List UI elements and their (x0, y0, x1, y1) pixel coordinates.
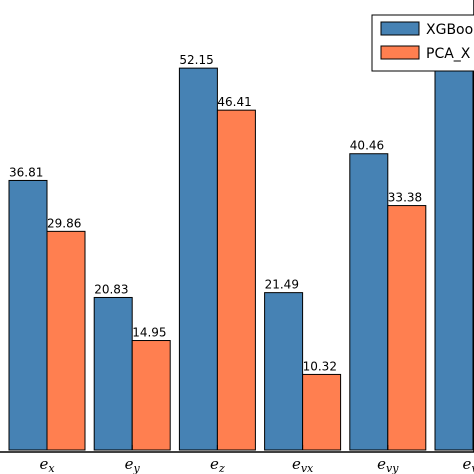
bar-s1-6 (434, 32, 474, 451)
legend-label-2: PCA_X (426, 46, 471, 62)
bars-group (8, 32, 474, 451)
bar-s1-5 (349, 153, 389, 451)
bar-s2-5 (387, 205, 427, 451)
x-tick-label: ex (39, 455, 55, 474)
bar-s2-2 (131, 340, 171, 451)
legend: XGBoo PCA_X (371, 14, 474, 72)
plot-frame (0, 0, 474, 453)
bar-value-label: 36.81 (9, 165, 43, 179)
x-tick-label: ez (210, 455, 225, 474)
legend-swatch-2 (380, 45, 420, 60)
bar-value-label: 14.95 (132, 326, 166, 340)
x-tick-label: evy (377, 455, 399, 474)
bar-value-label: 33.38 (388, 191, 422, 205)
legend-label-1: XGBoo (426, 22, 473, 38)
bar-s1-1 (8, 179, 48, 451)
bar-value-label: 52.15 (179, 53, 213, 67)
bar-value-label: 40.46 (350, 139, 384, 153)
bar-s1-4 (264, 292, 304, 451)
bar-value-label: 29.86 (47, 216, 81, 230)
bar-value-label: 10.32 (303, 359, 337, 373)
bar-s1-2 (93, 296, 133, 451)
bar-value-label: 46.41 (217, 95, 251, 109)
bar-s1-3 (178, 67, 218, 451)
bar-s2-3 (216, 109, 256, 451)
bar-s2-4 (302, 373, 342, 451)
x-tick-label: ey (125, 455, 141, 474)
bar-s2-1 (46, 230, 86, 451)
bar-value-label: 20.83 (94, 282, 128, 296)
bar-value-label: 21.49 (265, 278, 299, 292)
x-tick-label: evx (292, 455, 314, 474)
x-ticks-group: ex ey ez evx evy evz (39, 445, 474, 474)
legend-swatch-1 (380, 21, 420, 36)
x-tick-label: evz (463, 455, 474, 474)
